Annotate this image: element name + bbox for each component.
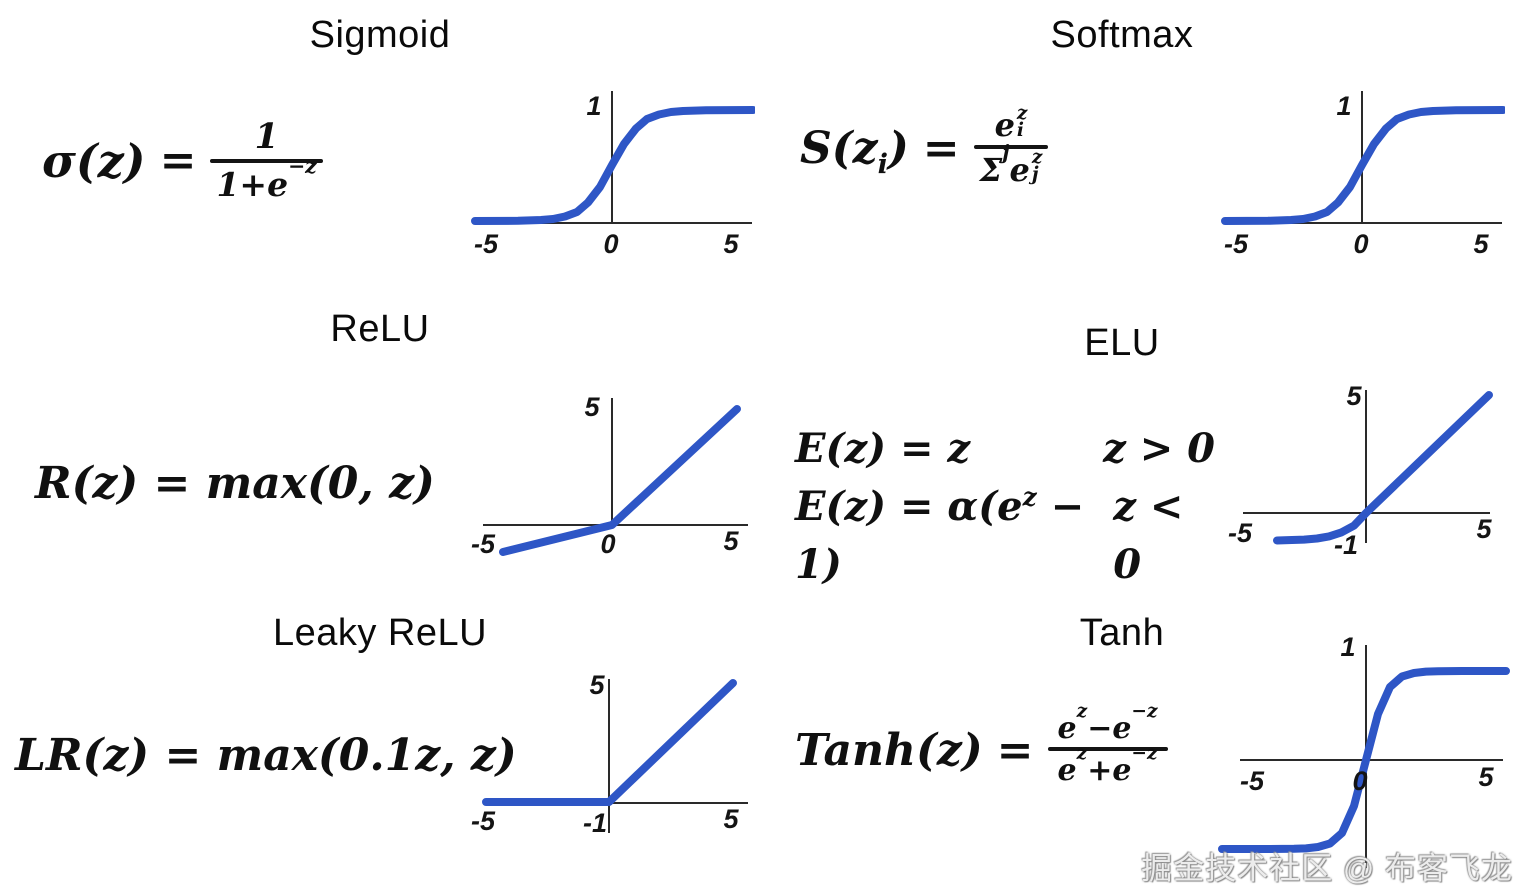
y-tick-1: 1 xyxy=(1340,632,1355,662)
lhs-rest: − 1) xyxy=(795,483,1085,588)
elu-line2-condition: z < 0 xyxy=(1113,483,1184,588)
plus-op: + xyxy=(1087,753,1113,788)
e1: e xyxy=(1057,711,1077,746)
elu-formula-line2: E(z) = α(ez − 1) z < 0 xyxy=(795,478,1215,594)
y-tick-5: 5 xyxy=(1346,381,1362,411)
elu-formula: E(z) = z z > 0 E(z) = α(ez − 1) z < 0 xyxy=(795,420,1215,594)
x-tick-0: 0 xyxy=(603,229,618,259)
x-tick-neg5: -5 xyxy=(1228,518,1253,548)
equals-sign: = xyxy=(996,724,1034,776)
leaky-relu-formula: LR(z) = max(0.1z, z) xyxy=(15,730,517,781)
leaky-relu-title: Leaky ReLU xyxy=(272,612,488,654)
x-tick-5: 5 xyxy=(723,229,739,259)
x-tick-neg5: -5 xyxy=(1240,766,1265,796)
y-tick-1: 1 xyxy=(586,91,601,121)
relu-plot: 5 -5 0 5 xyxy=(471,392,748,559)
elu-line1-condition: z > 0 xyxy=(1103,425,1215,472)
elu-title: ELU xyxy=(1084,322,1160,364)
tanh-plot: 1 -5 0 5 xyxy=(1218,632,1510,868)
x-tick-5: 5 xyxy=(723,804,739,834)
lhs-close: ) xyxy=(887,122,909,174)
softmax-curve xyxy=(1221,106,1505,225)
num-sup: z xyxy=(1016,103,1028,124)
lhs-subscript: i xyxy=(877,147,888,180)
sigma-symbol: Σ xyxy=(979,151,1003,190)
den-base: e xyxy=(1009,151,1030,190)
softmax-title: Softmax xyxy=(1050,14,1194,56)
relu-formula: R(z) = max(0, z) xyxy=(35,458,435,509)
e2: e xyxy=(1112,711,1132,746)
leaky-relu-plot: 5 -5 -1 5 xyxy=(471,670,748,838)
sigmoid-denominator: 1+e −z xyxy=(216,153,317,204)
x-tick-5: 5 xyxy=(723,526,739,556)
x-tick-5: 5 xyxy=(1478,762,1494,792)
equals-sign: = xyxy=(159,135,197,187)
num-base: e xyxy=(994,106,1015,144)
x-tick-neg5: -5 xyxy=(1224,229,1249,259)
x-tick-neg5: -5 xyxy=(474,229,499,259)
tanh-curve xyxy=(1218,667,1510,853)
x-tick-0: 0 xyxy=(1352,766,1367,796)
tick-neg1: -1 xyxy=(583,808,607,838)
elu-plot: 5 -1 -5 5 xyxy=(1228,381,1493,560)
y-tick-neg1: -1 xyxy=(1334,530,1358,560)
x-tick-neg5: -5 xyxy=(471,806,496,836)
tanh-fraction: e z − e −z e z + e −z xyxy=(1047,701,1168,789)
tanh-formula-lhs: Tanh(z) xyxy=(795,724,983,776)
y-tick-5: 5 xyxy=(589,670,605,700)
den-base: 1+e xyxy=(216,164,289,204)
x-tick-neg5: -5 xyxy=(471,529,496,559)
fraction-bar xyxy=(1047,747,1168,751)
elu-curve xyxy=(1273,391,1493,545)
den-sub: j xyxy=(1031,163,1039,185)
relu-formula-text: R(z) = max(0, z) xyxy=(35,458,435,509)
fraction-bar xyxy=(973,145,1049,150)
sigmoid-formula: σ(z) = 1 1+e −z xyxy=(42,116,323,204)
sigmoid-plot: 1 -5 0 5 xyxy=(471,91,755,259)
leaky-relu-curve xyxy=(482,679,737,806)
relu-curve xyxy=(499,405,741,556)
lhs-base: E(z) = α(e xyxy=(795,483,1023,530)
watermark: 掘金技术社区 @ 布客飞龙 xyxy=(1141,851,1513,886)
x-tick-5: 5 xyxy=(1473,229,1489,259)
softmax-formula-lhs: S(zi) xyxy=(800,122,909,177)
num-sub: i xyxy=(1016,119,1024,141)
e1: e xyxy=(1057,753,1077,788)
y-tick-1: 1 xyxy=(1336,91,1351,121)
x-tick-0: 0 xyxy=(600,529,615,559)
y-tick-5: 5 xyxy=(584,392,600,422)
e2: e xyxy=(1112,753,1132,788)
x-tick-0: 0 xyxy=(1353,229,1368,259)
tanh-formula: Tanh(z) = e z − e −z e z + e −z xyxy=(795,701,1168,789)
relu-title: ReLU xyxy=(330,308,430,350)
sigmoid-formula-lhs: σ(z) xyxy=(42,133,146,188)
elu-formula-line1: E(z) = z z > 0 xyxy=(795,420,1215,478)
tanh-numerator: e z − e −z xyxy=(1057,701,1158,746)
minus-op: − xyxy=(1087,711,1113,746)
lhs-base: S(z xyxy=(800,122,878,174)
exponent: z xyxy=(1022,482,1037,512)
sigmoid-numerator: 1 xyxy=(254,116,279,157)
equals-sign: = xyxy=(922,122,960,174)
elu-line2-lhs: E(z) = α(ez − 1) xyxy=(795,478,1113,594)
tanh-title: Tanh xyxy=(1079,612,1165,654)
leaky-relu-formula-text: LR(z) = max(0.1z, z) xyxy=(15,730,517,781)
sigmoid-curve xyxy=(471,106,755,225)
sigmoid-title: Sigmoid xyxy=(309,14,451,56)
den-sup: z xyxy=(1031,147,1043,169)
elu-line1-lhs: E(z) = z xyxy=(795,425,971,472)
softmax-plot: 1 -5 0 5 xyxy=(1221,91,1505,259)
sigmoid-fraction: 1 1+e −z xyxy=(210,116,323,204)
tanh-denominator: e z + e −z xyxy=(1057,743,1158,788)
x-tick-5: 5 xyxy=(1476,514,1492,544)
fraction-bar xyxy=(210,158,323,163)
